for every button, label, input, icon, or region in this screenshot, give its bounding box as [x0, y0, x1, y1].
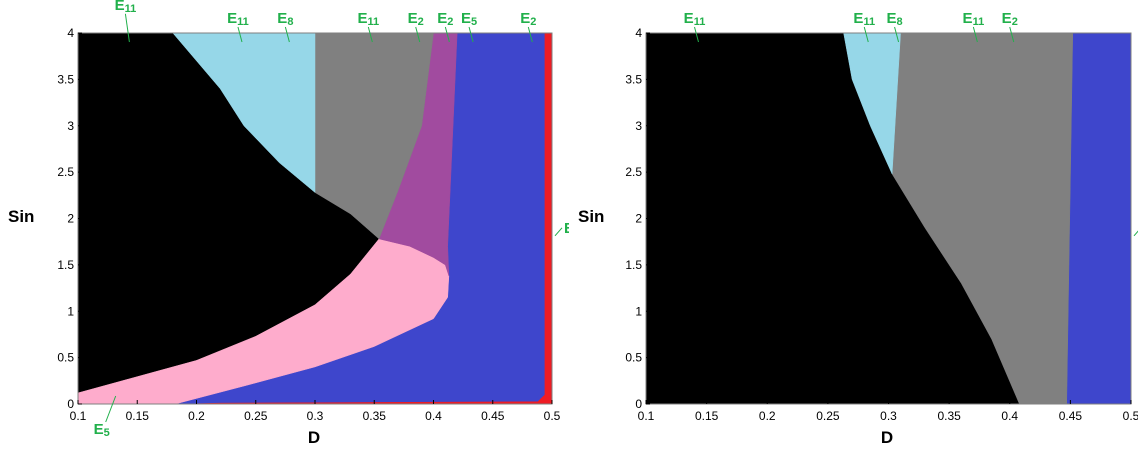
- left-label-leader-line: [527, 26, 533, 43]
- left-x-tick-label: 0.4: [425, 409, 442, 423]
- left-region-label: E5: [94, 421, 110, 439]
- right-region-label: E11: [853, 10, 875, 28]
- left-y-axis-title: Sin: [8, 207, 34, 226]
- right-y-tick-label: 4: [635, 26, 642, 40]
- left-x-tick-label: 0.35: [363, 409, 387, 423]
- right-x-tick-label: 0.1: [638, 409, 655, 423]
- left-region-label: E5: [461, 10, 477, 28]
- right-x-tick-label: 0.15: [695, 409, 719, 423]
- right-label-leader-line: [1133, 230, 1138, 237]
- right-y-tick-label: 2: [635, 212, 642, 226]
- right-region-label: E2: [1002, 10, 1018, 28]
- left-label-leader-line: [237, 26, 243, 43]
- right-chart: 0.1 0.15 0.2 0.25 0.3 0.35 0.4 0.45 0.5 0 0.5 1 1.5…: [578, 10, 1138, 447]
- left-x-tick-label: 0.1: [70, 409, 87, 423]
- right-label-leader-line: [694, 26, 699, 43]
- left-region-label: E2: [437, 10, 453, 28]
- left-y-tick-label: 1.5: [57, 258, 74, 272]
- left-x-tick-label: 0.45: [481, 409, 505, 423]
- left-label-leader-line: [415, 26, 421, 43]
- left-x-tick-label: 0.25: [244, 409, 268, 423]
- right-plot-regions: [645, 32, 1132, 405]
- right-y-tick-label: 3.5: [625, 72, 642, 86]
- left-x-tick-label: 0.2: [188, 409, 205, 423]
- right-x-tick-label: 0.2: [759, 409, 776, 423]
- right-label-leader-line: [1009, 26, 1015, 43]
- right-x-tick-label: 0.25: [816, 409, 840, 423]
- left-label-leader-line: [468, 26, 474, 43]
- left-chart: 0.1 0.15 0.2 0.25 0.3 0.35 0.4 0.45 0.5 0 0.5 1 1.5…: [8, 0, 569, 447]
- right-region-blue: [1066, 32, 1132, 405]
- left-y-tick-label: 1: [67, 304, 74, 318]
- right-x-tick-label: 0.35: [937, 409, 961, 423]
- left-y-tick-label: 3.5: [57, 72, 74, 86]
- right-region-label: E11: [963, 10, 985, 28]
- right-y-axis-title: Sin: [578, 207, 604, 226]
- left-label-leader-line: [554, 227, 563, 237]
- left-y-tick-label: 0: [67, 397, 74, 411]
- left-y-tick-label: 3: [67, 119, 74, 133]
- right-x-axis-title: D: [881, 428, 893, 447]
- left-y-tick-label: 4: [67, 26, 74, 40]
- left-x-tick-label: 0.3: [307, 409, 324, 423]
- left-label-leader-line: [124, 13, 130, 43]
- left-region-label: E11: [227, 10, 249, 28]
- left-region-label: E: [564, 220, 569, 237]
- right-x-tick-label: 0.45: [1059, 409, 1083, 423]
- right-label-leader-line: [972, 26, 978, 43]
- right-y-tick-label: 1: [635, 304, 642, 318]
- right-y-tick-label: 2.5: [625, 165, 642, 179]
- right-x-tick-label: 0.4: [1001, 409, 1018, 423]
- right-y-ticks: 0 0.5 1 1.5 2 2.5 3 3.5 4: [625, 26, 650, 411]
- right-x-ticks: 0.1 0.15 0.2 0.25 0.3 0.35 0.4 0.45 0.5: [638, 400, 1138, 423]
- left-label-leader-line: [284, 26, 290, 43]
- left-x-tick-label: 0.5: [544, 409, 561, 423]
- left-region-label: E8: [277, 10, 293, 28]
- left-y-tick-label: 2.5: [57, 165, 74, 179]
- right-label-leader-line: [863, 26, 869, 43]
- left-label-leader-line: [367, 26, 373, 43]
- right-y-tick-label: 1.5: [625, 258, 642, 272]
- right-y-tick-label: 3: [635, 119, 642, 133]
- left-label-leader-line: [444, 26, 450, 43]
- right-y-tick-label: 0.5: [625, 351, 642, 365]
- left-y-tick-label: 2: [67, 212, 74, 226]
- left-label-leader-line: [105, 395, 117, 423]
- right-region-label: E8: [886, 10, 902, 28]
- left-plot-regions: [77, 32, 553, 405]
- left-y-ticks: 0 0.5 1 1.5 2 2.5 3 3.5 4: [57, 26, 82, 411]
- left-region-label: E2: [520, 10, 536, 28]
- left-region-label: E11: [115, 0, 137, 15]
- left-region-label: E11: [357, 10, 379, 28]
- right-y-tick-label: 0: [635, 397, 642, 411]
- right-label-leader-line: [894, 26, 900, 43]
- right-x-tick-label: 0.5: [1123, 409, 1138, 423]
- right-region-label: E11: [684, 10, 706, 28]
- left-x-ticks: 0.1 0.15 0.2 0.25 0.3 0.35 0.4 0.45 0.5: [70, 400, 561, 423]
- left-x-tick-label: 0.15: [126, 409, 150, 423]
- left-y-tick-label: 0.5: [57, 351, 74, 365]
- right-x-tick-label: 0.3: [880, 409, 897, 423]
- left-region-label: E2: [408, 10, 424, 28]
- left-x-axis-title: D: [308, 428, 320, 447]
- left-region-labels: E11 E11 E8 E11 E2 E2 E5 E2 E5 E: [94, 0, 569, 439]
